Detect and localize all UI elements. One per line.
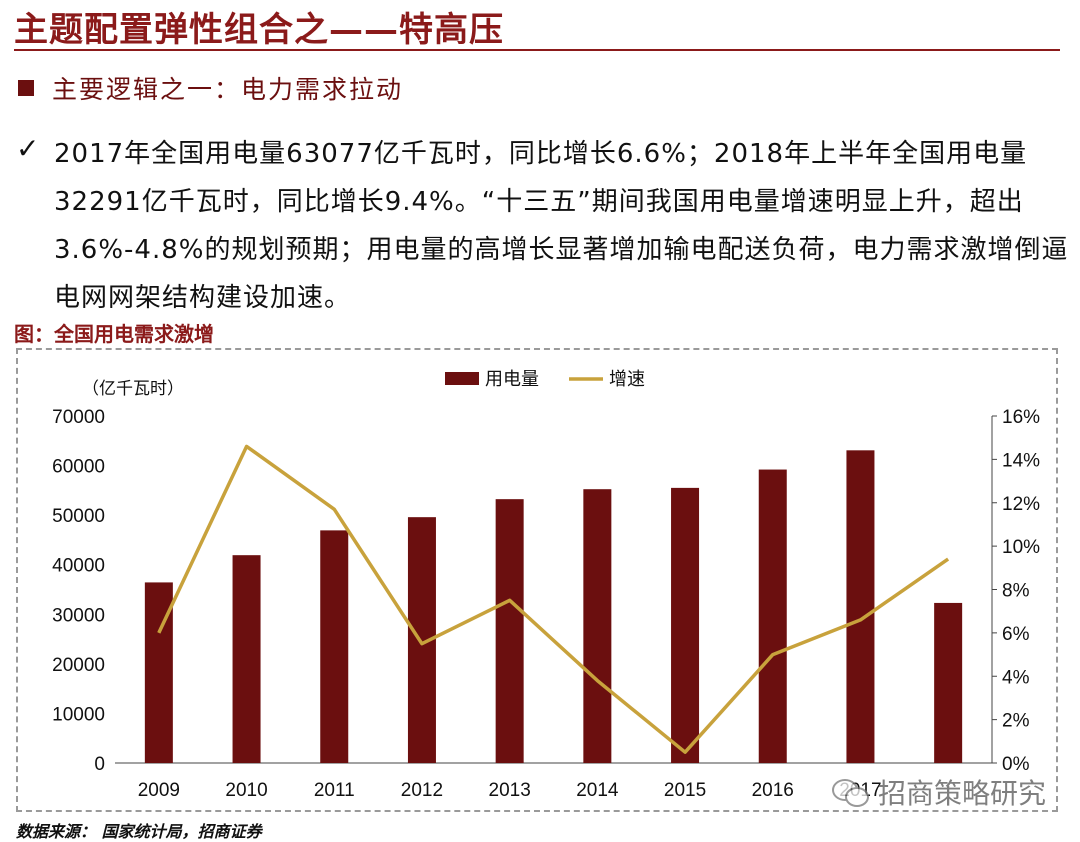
right-tick-label: 8% (1002, 581, 1030, 602)
right-tick-label: 6% (1002, 624, 1030, 645)
left-tick-label: 10000 (52, 704, 105, 725)
wechat-icon (832, 777, 870, 807)
right-tick-label: 14% (1002, 450, 1040, 471)
right-tick-label: 2% (1002, 711, 1030, 732)
bar-2010 (233, 555, 261, 763)
chart-frame: （亿千瓦时） 0 10000 20000 30000 40000 50000 60000 700… (16, 348, 1058, 812)
x-tick-label: 2012 (401, 780, 443, 801)
right-tick-label: 16% (1002, 407, 1040, 428)
bullet-text: 2017年全国用电量63077亿千瓦时，同比增长6.6%；2018年上半年全国用… (54, 130, 1076, 322)
figure-caption: 图：全国用电需求激增 (14, 318, 214, 347)
left-tick-label: 20000 (52, 655, 105, 676)
bar-2015 (671, 488, 699, 763)
bullet-paragraph: ✓ 2017年全国用电量63077亿千瓦时，同比增长6.6%；2018年上半年全… (16, 130, 1076, 322)
bar-2011 (320, 530, 348, 763)
section-heading-text: 主要逻辑之一：电力需求拉动 (52, 70, 403, 106)
right-tick-label: 10% (1002, 537, 1040, 558)
watermark: 招商策略研究 (832, 772, 1046, 812)
x-tick-label: 2009 (138, 780, 180, 801)
slide-title: 主题配置弹性组合之——特高压 (14, 2, 504, 51)
left-tick-label: 50000 (52, 506, 105, 527)
left-tick-label: 40000 (52, 556, 105, 577)
right-tick-label: 12% (1002, 494, 1040, 515)
x-tick-label: 2016 (752, 780, 794, 801)
growth-rate-line (159, 446, 948, 752)
right-tick-label: 4% (1002, 667, 1030, 688)
source-note: 数据来源： 国家统计局，招商证券 (16, 818, 262, 842)
legend-swatch-usage (445, 372, 479, 385)
bar-2017 (846, 450, 874, 763)
left-tick-label: 30000 (52, 605, 105, 626)
bar-2016 (759, 470, 787, 763)
section-heading: 主要逻辑之一：电力需求拉动 (18, 70, 403, 106)
bar-2013 (496, 499, 524, 763)
left-tick-label: 0 (94, 754, 105, 775)
x-tick-label: 2014 (576, 780, 619, 801)
square-bullet-icon (18, 80, 34, 96)
x-tick-label: 2010 (225, 780, 267, 801)
bar-2018H1 (934, 603, 962, 763)
x-tick-label: 2015 (664, 780, 706, 801)
left-tick-label: 60000 (52, 457, 105, 478)
title-divider (14, 49, 1060, 51)
x-tick-label: 2013 (489, 780, 531, 801)
checkmark-icon: ✓ (16, 132, 39, 165)
watermark-text: 招商策略研究 (878, 772, 1046, 812)
x-tick-label: 2011 (314, 780, 355, 801)
legend-label-usage: 用电量 (485, 369, 539, 390)
electricity-demand-chart: （亿千瓦时） 0 10000 20000 30000 40000 50000 60000 700… (18, 350, 1056, 810)
legend-label-growth: 增速 (609, 369, 645, 390)
left-tick-label: 70000 (52, 407, 105, 428)
bar-2014 (583, 489, 611, 763)
left-axis-unit: （亿千瓦时） (82, 379, 184, 399)
